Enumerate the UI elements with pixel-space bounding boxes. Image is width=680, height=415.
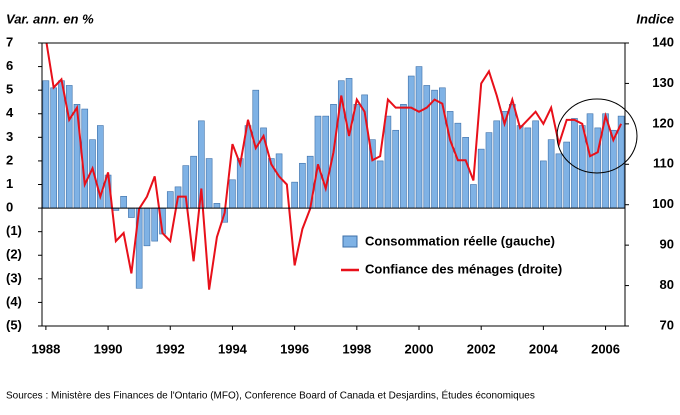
bar bbox=[586, 113, 594, 209]
bar bbox=[143, 207, 151, 247]
bar bbox=[229, 179, 236, 209]
bar bbox=[454, 122, 462, 209]
x-tick-label: 2002 bbox=[467, 341, 496, 356]
y-tick-label: 7 bbox=[6, 34, 13, 49]
bar bbox=[291, 181, 298, 209]
bar bbox=[540, 160, 547, 209]
y2-tick-label: 90 bbox=[660, 237, 674, 252]
y-tick-label: (1) bbox=[6, 223, 22, 238]
y-tick-label: 4 bbox=[6, 105, 14, 120]
x-tick-label: 1992 bbox=[156, 341, 185, 356]
bar bbox=[322, 115, 330, 209]
bar bbox=[345, 78, 353, 209]
y-tick-label: 6 bbox=[6, 58, 13, 73]
bar bbox=[571, 118, 578, 209]
bar bbox=[508, 104, 516, 209]
y-tick-label: (4) bbox=[6, 294, 22, 309]
bar bbox=[547, 139, 555, 209]
y-tick-label: (2) bbox=[6, 247, 22, 262]
y2-tick-label: 140 bbox=[652, 34, 674, 49]
x-tick-label: 2004 bbox=[529, 341, 559, 356]
line bbox=[45, 43, 623, 290]
bar bbox=[578, 125, 586, 209]
bar bbox=[485, 132, 493, 209]
legend-swatch bbox=[342, 235, 358, 248]
y2-tick-label: 80 bbox=[660, 277, 674, 292]
bar bbox=[166, 191, 174, 209]
y-tick-label: 1 bbox=[6, 176, 13, 191]
x-tick-label: 1988 bbox=[31, 341, 60, 356]
bar bbox=[493, 120, 501, 209]
y-tick-label: 2 bbox=[6, 152, 13, 167]
bar bbox=[190, 155, 197, 209]
legend-label: Confiance des ménages (droite) bbox=[365, 261, 562, 276]
x-tick-label: 1990 bbox=[94, 341, 123, 356]
bar bbox=[58, 80, 65, 209]
bar bbox=[151, 207, 159, 242]
y2-tick-label: 100 bbox=[652, 196, 674, 211]
bar bbox=[299, 162, 306, 209]
y2-tick-label: 120 bbox=[652, 115, 674, 130]
x-tick-label: 2000 bbox=[405, 341, 434, 356]
legend-label: Consommation réelle (gauche) bbox=[365, 233, 555, 248]
y2-tick-label: 110 bbox=[653, 156, 674, 171]
bar bbox=[128, 207, 135, 218]
bar bbox=[431, 89, 438, 209]
bar bbox=[477, 148, 485, 209]
bar bbox=[42, 80, 50, 209]
bar bbox=[400, 104, 407, 209]
y-tick-label: (5) bbox=[6, 317, 22, 332]
x-tick-label: 1994 bbox=[218, 341, 248, 356]
bar bbox=[555, 153, 563, 209]
bar bbox=[524, 127, 532, 209]
bar bbox=[470, 184, 477, 209]
y2-axis-title: Indice bbox=[636, 11, 674, 26]
x-tick-label: 1996 bbox=[280, 341, 309, 356]
plot-frame bbox=[41, 42, 626, 327]
bar bbox=[423, 85, 431, 209]
bar bbox=[50, 87, 57, 209]
bar bbox=[353, 104, 361, 209]
bar bbox=[532, 120, 539, 209]
annotation-circle bbox=[556, 98, 638, 174]
y-axis-title: Var. ann. en % bbox=[6, 11, 94, 26]
bar bbox=[563, 141, 571, 209]
bar bbox=[275, 153, 283, 209]
y-tick-label: (3) bbox=[6, 270, 22, 285]
y2-tick-label: 70 bbox=[660, 317, 674, 332]
bar bbox=[392, 129, 399, 209]
bar bbox=[244, 125, 252, 209]
bar bbox=[407, 75, 415, 209]
y-tick-label: 3 bbox=[6, 129, 13, 144]
y2-tick-label: 130 bbox=[652, 75, 674, 90]
bar bbox=[376, 160, 384, 209]
bar bbox=[384, 115, 392, 209]
bar bbox=[213, 203, 221, 209]
bar bbox=[205, 158, 213, 209]
bar bbox=[314, 115, 322, 209]
source-note: Sources : Ministère des Finances de l'On… bbox=[6, 389, 535, 402]
bar bbox=[516, 125, 524, 209]
y-tick-label: 0 bbox=[6, 200, 13, 215]
bar bbox=[462, 137, 469, 209]
y-tick-label: 5 bbox=[6, 82, 13, 97]
bar bbox=[120, 195, 127, 209]
x-tick-label: 1998 bbox=[342, 341, 371, 356]
x-tick-label: 2006 bbox=[591, 341, 620, 356]
bar bbox=[415, 66, 423, 209]
